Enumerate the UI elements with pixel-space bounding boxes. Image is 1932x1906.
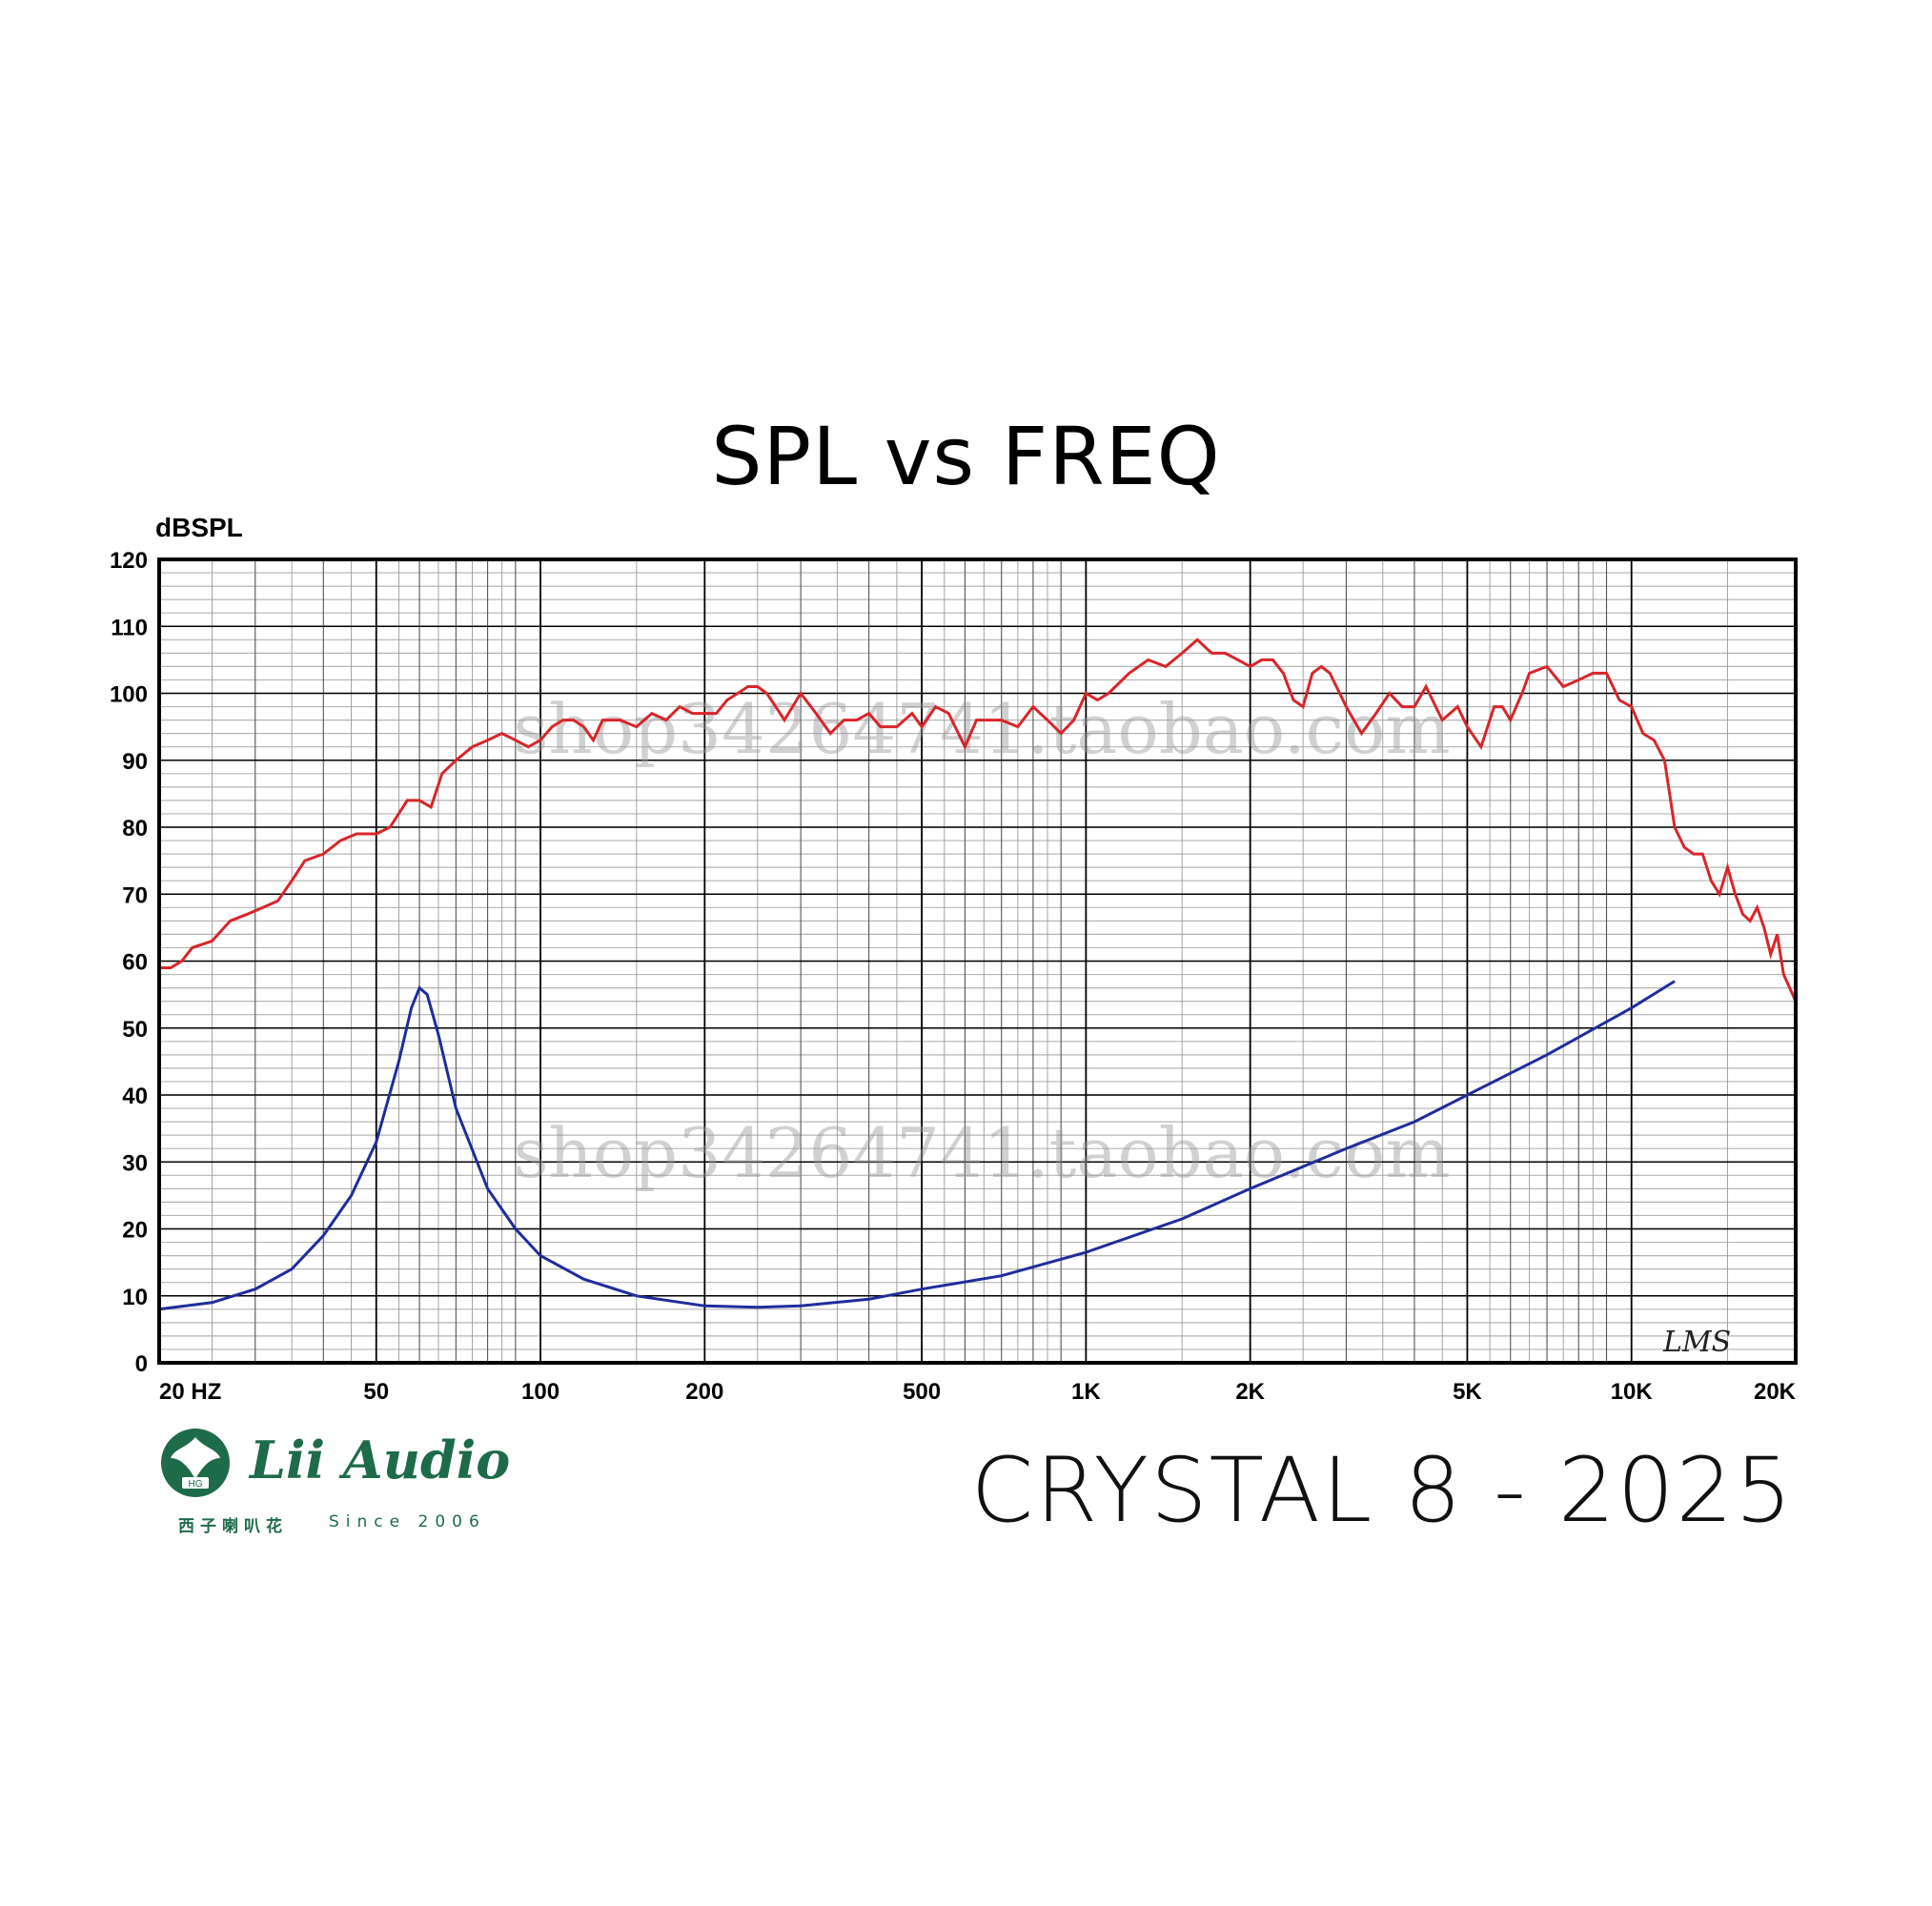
- series-line-spl: [159, 638, 1798, 1003]
- y-tick-label: 20: [122, 1218, 148, 1244]
- y-tick-label: 0: [135, 1351, 148, 1377]
- lily-flower-icon: [171, 1437, 220, 1479]
- y-tick-label: 70: [122, 882, 148, 908]
- brand-logo: HG: [161, 1429, 230, 1497]
- y-tick-label: 80: [122, 816, 148, 841]
- plot-frame: [157, 558, 1798, 1365]
- chart-title: SPL vs FREQ: [711, 410, 1221, 503]
- brand-tagline-since: Since 2006: [329, 1512, 486, 1531]
- logo-badge-text: HG: [189, 1479, 203, 1490]
- x-tick-label: 20 HZ: [159, 1379, 221, 1405]
- x-tick-label: 200: [685, 1379, 723, 1405]
- signature-text: LMS: [1662, 1326, 1731, 1359]
- watermark-text: shop34264741.taobao.com: [513, 1113, 1450, 1193]
- y-tick-label: 100: [110, 682, 148, 708]
- y-tick-label: 50: [122, 1017, 148, 1043]
- x-tick-label: 2K: [1235, 1379, 1265, 1405]
- x-tick-label: 10K: [1611, 1379, 1654, 1405]
- x-tick-label: 1K: [1071, 1379, 1101, 1405]
- y-tick-label: 40: [122, 1084, 148, 1109]
- y-tick-label: 30: [122, 1150, 148, 1176]
- y-axis-label: dBSPL: [155, 513, 243, 542]
- model-label: CRYSTAL 8 - 2025: [970, 1439, 1794, 1543]
- x-tick-label: 20K: [1754, 1379, 1797, 1405]
- x-tick-label: 50: [363, 1379, 389, 1405]
- watermark-text: shop34264741.taobao.com: [513, 689, 1450, 769]
- x-tick-label: 5K: [1453, 1379, 1482, 1405]
- x-tick-label: 100: [521, 1379, 559, 1405]
- y-tick-label: 90: [122, 749, 148, 775]
- y-tick-label: 110: [111, 615, 148, 640]
- brand-name: Lii Audio: [250, 1430, 511, 1490]
- x-tick-label: 500: [903, 1379, 941, 1405]
- y-tick-label: 60: [122, 950, 148, 976]
- y-tick-label: 120: [110, 548, 148, 574]
- series-line-impedance: [158, 980, 1676, 1311]
- brand-tagline-cn: 西子喇叭花: [178, 1517, 288, 1535]
- y-tick-label: 10: [122, 1285, 148, 1310]
